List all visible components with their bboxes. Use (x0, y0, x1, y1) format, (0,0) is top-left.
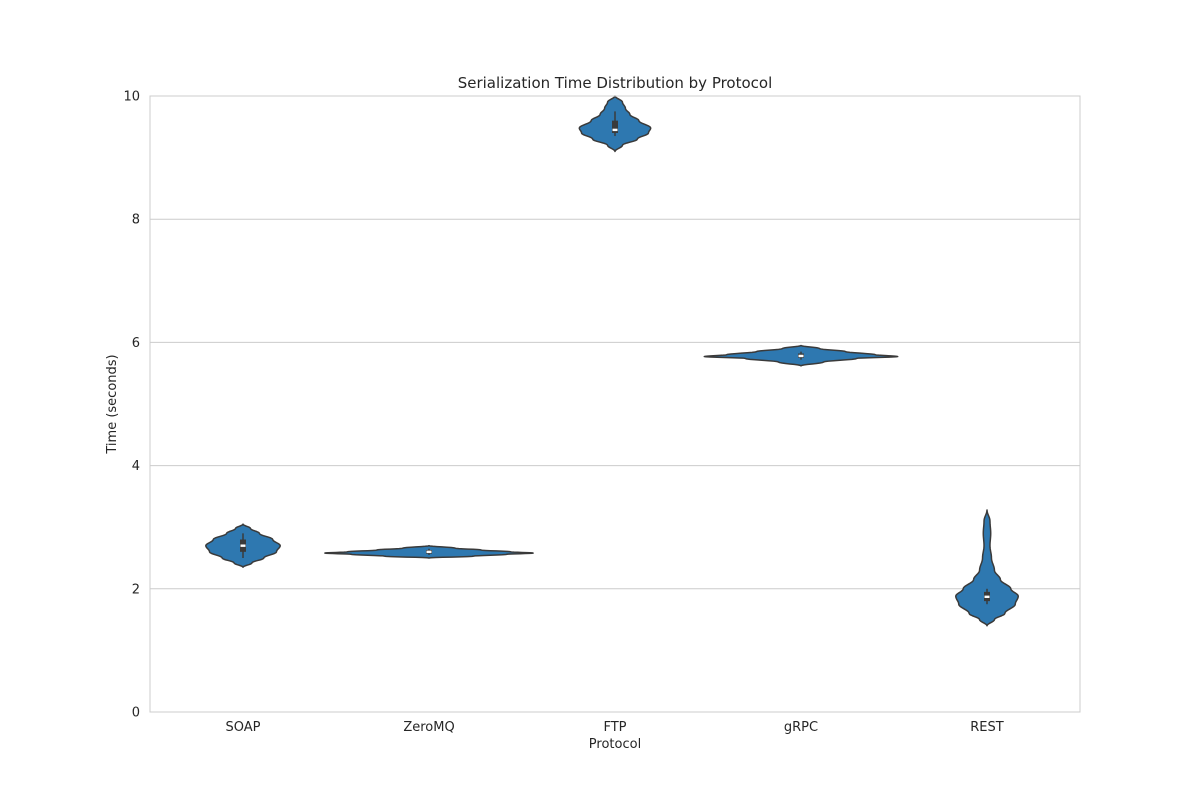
y-tick-label: 2 (132, 582, 140, 597)
y-tick-label: 8 (132, 213, 140, 228)
violin-rest (955, 509, 1019, 627)
violin-median (240, 544, 246, 547)
x-tick-label: gRPC (784, 720, 818, 735)
violin-median (426, 550, 432, 554)
x-tick-label: SOAP (226, 720, 261, 735)
violin-soap (205, 523, 281, 568)
x-tick-label: ZeroMQ (403, 720, 454, 735)
y-tick-label: 0 (132, 706, 140, 721)
grid-layer (150, 218, 1080, 590)
y-tick-label: 6 (132, 336, 140, 351)
violin-iqr-box (612, 120, 618, 133)
violin-median (612, 128, 618, 132)
y-tick-label: 10 (123, 90, 140, 105)
x-axis-label: Protocol (589, 737, 641, 752)
plot-frame (149, 95, 1081, 713)
x-tick-labels: SOAP ZeroMQ FTP gRPC REST (226, 720, 1004, 735)
violin-grpc (703, 344, 899, 367)
violin-body (955, 509, 1019, 627)
chart-title: Serialization Time Distribution by Proto… (458, 74, 773, 92)
y-tick-labels: 0 2 4 6 8 10 (123, 90, 140, 721)
violin-median (984, 595, 990, 599)
y-tick-label: 4 (132, 459, 140, 474)
violin-ftp (578, 95, 652, 153)
violin-median (798, 354, 804, 358)
x-tick-label: FTP (603, 720, 626, 735)
violin-zeromq (324, 544, 534, 559)
violin-layer (205, 95, 1019, 627)
y-axis-label: Time (seconds) (105, 354, 120, 454)
x-tick-label: REST (970, 720, 1003, 735)
